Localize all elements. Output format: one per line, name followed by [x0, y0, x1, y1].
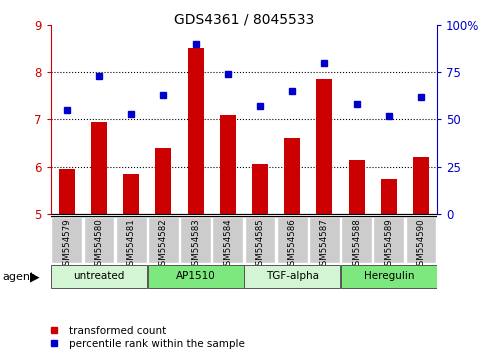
Text: GSM554588: GSM554588 — [352, 218, 361, 271]
Bar — [252, 165, 268, 214]
Bar — [123, 174, 139, 214]
Bar — [59, 169, 75, 214]
Bar — [187, 48, 204, 214]
Bar — [309, 217, 340, 263]
Bar — [244, 266, 340, 287]
Text: GSM554589: GSM554589 — [384, 218, 393, 271]
Text: GSM554579: GSM554579 — [62, 218, 71, 271]
Bar — [277, 217, 308, 263]
Bar — [51, 217, 82, 263]
Text: GSM554583: GSM554583 — [191, 218, 200, 271]
Bar — [116, 217, 147, 263]
Text: untreated: untreated — [73, 272, 125, 281]
Legend: transformed count, percentile rank within the sample: transformed count, percentile rank withi… — [44, 326, 245, 349]
Bar — [284, 138, 300, 214]
Bar — [373, 217, 404, 263]
Text: GSM554586: GSM554586 — [288, 218, 297, 271]
Bar — [148, 217, 179, 263]
Bar — [349, 160, 365, 214]
Text: Heregulin: Heregulin — [364, 272, 414, 281]
Text: GSM554581: GSM554581 — [127, 218, 136, 271]
Bar — [406, 217, 437, 263]
Bar — [156, 148, 171, 214]
Text: GSM554582: GSM554582 — [159, 218, 168, 271]
Bar — [213, 217, 243, 263]
Bar — [148, 266, 243, 287]
Text: TGF-alpha: TGF-alpha — [266, 272, 319, 281]
Text: ▶: ▶ — [30, 270, 40, 283]
Bar — [220, 115, 236, 214]
Text: AP1510: AP1510 — [176, 272, 215, 281]
Bar — [51, 266, 147, 287]
Text: GSM554585: GSM554585 — [256, 218, 265, 271]
Text: agent: agent — [2, 272, 35, 282]
Bar — [244, 217, 275, 263]
Bar — [413, 157, 429, 214]
Bar — [341, 266, 437, 287]
Text: GSM554590: GSM554590 — [416, 218, 426, 271]
Bar — [91, 122, 107, 214]
Text: GSM554584: GSM554584 — [223, 218, 232, 271]
Text: GSM554580: GSM554580 — [95, 218, 103, 271]
Bar — [381, 179, 397, 214]
Bar — [316, 79, 332, 214]
Bar — [180, 217, 211, 263]
Text: GSM554587: GSM554587 — [320, 218, 329, 271]
Bar — [84, 217, 114, 263]
Text: GDS4361 / 8045533: GDS4361 / 8045533 — [174, 12, 314, 27]
Bar — [341, 217, 372, 263]
